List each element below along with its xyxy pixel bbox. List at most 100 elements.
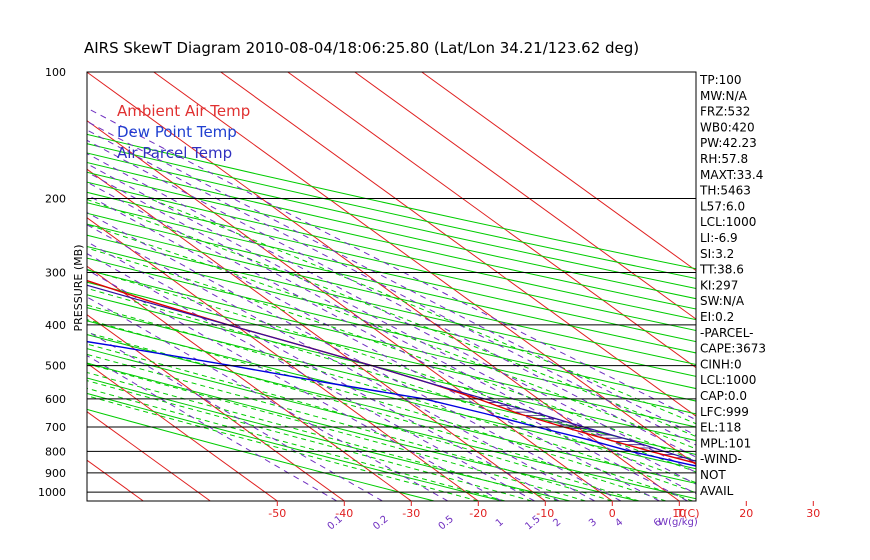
mixing-ratio-line <box>87 211 622 501</box>
isotherm-line <box>287 72 696 369</box>
parcel-temp-line <box>87 284 696 462</box>
bottom-temp-label: 20 <box>739 507 753 520</box>
index-label: TH:5463 <box>699 184 751 198</box>
dry-adiabat-line <box>87 269 696 415</box>
index-label: RH:57.8 <box>700 152 748 166</box>
pressure-tick-label: 600 <box>45 393 66 406</box>
index-label: LFC:999 <box>700 405 749 419</box>
index-label: MPL:101 <box>700 436 751 450</box>
moist-adiabat-line <box>87 387 506 501</box>
pressure-tick-label: 200 <box>45 192 66 205</box>
mixing-ratio-label: 4 <box>613 517 625 530</box>
dry-adiabat-line <box>87 202 696 343</box>
mixing-ratio-line <box>87 171 696 495</box>
temp-unit-label: T(C) <box>676 507 700 520</box>
mixing-ratio-line <box>87 241 560 501</box>
dry-adiabat-line <box>87 191 696 332</box>
moist-adiabat-lines <box>87 198 696 501</box>
index-label: L57:6.0 <box>700 199 745 213</box>
isotherm-line <box>153 72 696 466</box>
mixing-ratio-label: 3 <box>587 517 599 530</box>
isotherm-line <box>87 411 211 501</box>
dry-adiabat-line <box>87 133 696 270</box>
pressure-tick-label: 400 <box>45 319 66 332</box>
moist-adiabat-line <box>87 380 533 501</box>
y-axis-label: PRESSURE (MB) <box>72 245 85 332</box>
dry-adiabat-line <box>87 294 696 442</box>
isobar-lines <box>87 71 696 493</box>
isotherm-line <box>220 72 696 417</box>
moist-adiabat-line <box>87 332 667 501</box>
pressure-tick-label: 900 <box>45 467 66 480</box>
index-label: EL:118 <box>700 421 741 435</box>
index-label: SW:N/A <box>700 294 745 308</box>
bottom-temp-label: -40 <box>335 507 353 520</box>
index-label: LI:-6.9 <box>700 231 738 245</box>
chart-title: AIRS SkewT Diagram 2010-08-04/18:06:25.8… <box>84 39 639 57</box>
dry-adiabat-line <box>87 152 696 289</box>
dry-adiabat-line <box>87 171 696 310</box>
index-label: CAPE:3673 <box>700 342 766 356</box>
mixing-ratio-label: 0.2 <box>371 514 390 533</box>
dry-adiabat-line <box>87 408 435 501</box>
index-label: KI:297 <box>700 278 738 292</box>
isotherm-line <box>87 72 680 501</box>
index-label: CINH:0 <box>700 357 742 371</box>
isotherm-line <box>87 217 479 501</box>
legend: Ambient Air Temp Dew Point Temp Air Parcel… <box>117 102 250 162</box>
moist-adiabat-line <box>87 395 479 501</box>
mixing-ratio-line <box>87 296 449 501</box>
isotherm-line <box>0 72 76 501</box>
plot-frame <box>86 71 697 502</box>
mixing-ratio-lines <box>87 107 696 501</box>
mixing-ratio-line <box>87 163 696 485</box>
bottom-temp-label: -10 <box>536 507 554 520</box>
plot-area <box>0 72 696 501</box>
moist-adiabat-line <box>87 343 640 501</box>
mixing-ratio-line <box>87 129 696 446</box>
moist-adiabat-line <box>87 268 696 473</box>
moist-adiabat-line <box>87 304 696 494</box>
isotherm-line <box>421 72 696 272</box>
moist-adiabat-line <box>87 353 613 501</box>
bottom-temp-label: 0 <box>609 507 616 520</box>
isotherm-line <box>354 72 696 320</box>
index-label: LCL:1000 <box>700 215 756 229</box>
index-label: EI:0.2 <box>700 310 734 324</box>
dry-adiabat-line <box>87 281 696 428</box>
dry-adiabat-line <box>87 348 696 500</box>
index-label: -WIND- <box>700 452 742 466</box>
dry-adiabat-line <box>87 234 696 377</box>
index-label: SI:3.2 <box>700 247 734 261</box>
isotherm-line <box>87 362 278 501</box>
index-label: WB0:420 <box>700 120 755 134</box>
isotherm-line <box>0 72 9 501</box>
dry-adiabat-line <box>87 392 503 501</box>
mixing-ratio-unit-label: W(g/kg) <box>658 517 698 528</box>
index-label: NOT <box>700 468 726 482</box>
dry-adiabat-line <box>87 181 696 321</box>
plot-border <box>86 71 697 502</box>
pressure-tick-label: 1000 <box>38 486 66 499</box>
mixing-ratio-line <box>87 330 383 501</box>
pressure-tick-label: 100 <box>45 66 66 79</box>
index-label: PW:42.23 <box>700 136 757 150</box>
dry-adiabat-line <box>87 257 696 402</box>
index-label: FRZ:532 <box>700 105 750 119</box>
legend-item-label: Dew Point Temp <box>117 123 237 141</box>
moist-adiabat-line <box>87 223 696 450</box>
mixing-ratio-label: 1 <box>494 517 506 530</box>
index-label: AVAIL <box>700 484 734 498</box>
bottom-temp-label: -20 <box>469 507 487 520</box>
moist-adiabat-line <box>149 198 696 425</box>
bottom-temp-label: 10 <box>672 507 686 520</box>
index-label: TT:38.6 <box>699 263 744 277</box>
dry-adiabat-line <box>87 320 696 470</box>
index-label: MW:N/A <box>700 89 748 103</box>
moist-adiabat-line <box>87 363 586 501</box>
mixing-ratio-line <box>87 139 696 458</box>
index-label: -PARCEL- <box>700 326 754 340</box>
